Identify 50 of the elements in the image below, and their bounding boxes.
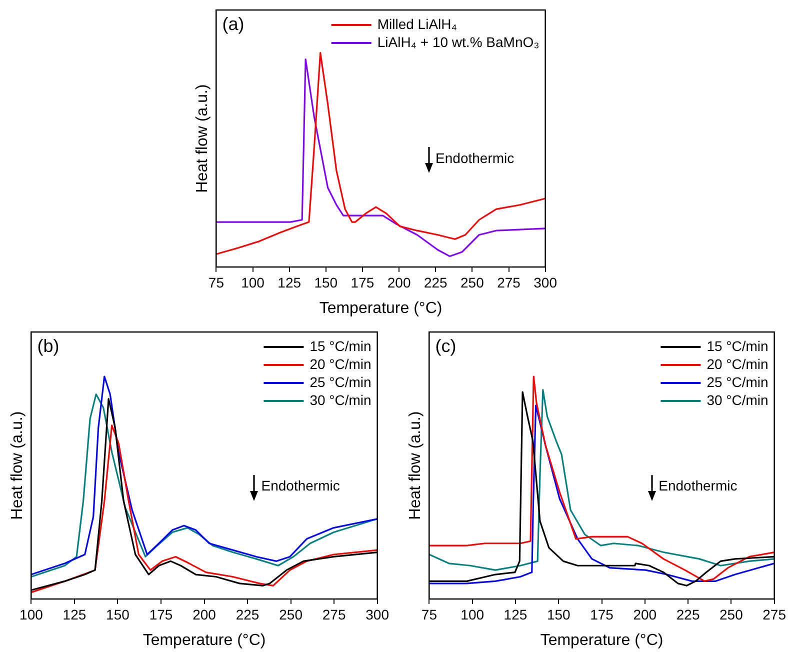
x-tick-label: 175 [149, 606, 173, 622]
text: (a) [222, 14, 244, 34]
x-tick-label: 150 [106, 606, 130, 622]
x-tick-label: 225 [676, 606, 700, 622]
x-tick-label: 100 [241, 274, 265, 290]
x-tick-label: 150 [546, 606, 571, 622]
y-axis-title: Heat flow (a.u.) [194, 84, 212, 193]
x-tick-label: 125 [504, 606, 528, 622]
x-tick-label: 75 [421, 606, 438, 622]
x-tick-label: 100 [460, 606, 484, 622]
x-axis-title: Temperature (°C) [142, 632, 266, 649]
x-tick-label: 200 [387, 274, 411, 290]
legend-label: Milled LiAlH₄ [377, 16, 458, 32]
x-tick-label: 150 [314, 274, 338, 290]
legend-label: 25 °C/min [310, 374, 372, 390]
y-axis-title: Heat flow (a.u.) [9, 411, 26, 520]
annotation: Endothermic [658, 478, 738, 494]
text: (c) [435, 336, 456, 356]
x-tick-label: 250 [460, 274, 484, 290]
x-tick-label: 275 [762, 606, 786, 622]
x-tick-label: 275 [497, 274, 521, 290]
y-axis-title: Heat flow (a.u.) [407, 411, 424, 520]
x-tick-label: 200 [633, 606, 657, 622]
x-tick-label: 300 [534, 274, 558, 290]
legend-label: 20 °C/min [706, 356, 768, 372]
legend-label: 15 °C/min [706, 338, 768, 354]
x-tick-label: 75 [208, 274, 224, 290]
legend-label: 15 °C/min [310, 338, 372, 354]
legend-label: 30 °C/min [310, 392, 372, 408]
legend-label: 25 °C/min [706, 374, 768, 390]
legend-label: LiAlH₄ + 10 wt.% BaMnO₃ [377, 34, 540, 50]
x-tick-label: 200 [192, 606, 216, 622]
x-tick-label: 250 [720, 606, 744, 622]
x-tick-label: 250 [279, 606, 303, 622]
x-axis-title: Temperature (°C) [319, 300, 442, 317]
x-axis-title: Temperature (°C) [540, 632, 664, 649]
x-tick-label: 175 [590, 606, 614, 622]
x-tick-label: 225 [424, 274, 448, 290]
x-tick-label: 275 [322, 606, 346, 622]
legend-label: 20 °C/min [310, 356, 372, 372]
legend-label: 30 °C/min [706, 392, 768, 408]
x-tick-label: 125 [62, 606, 86, 622]
x-tick-label: 100 [20, 606, 44, 622]
x-tick-label: 125 [278, 274, 302, 290]
x-tick-label: 175 [350, 274, 374, 290]
annotation: Endothermic [436, 150, 514, 166]
x-tick-label: 300 [366, 606, 390, 622]
x-tick-label: 225 [236, 606, 260, 622]
text: (b) [37, 336, 60, 356]
annotation: Endothermic [261, 478, 340, 494]
